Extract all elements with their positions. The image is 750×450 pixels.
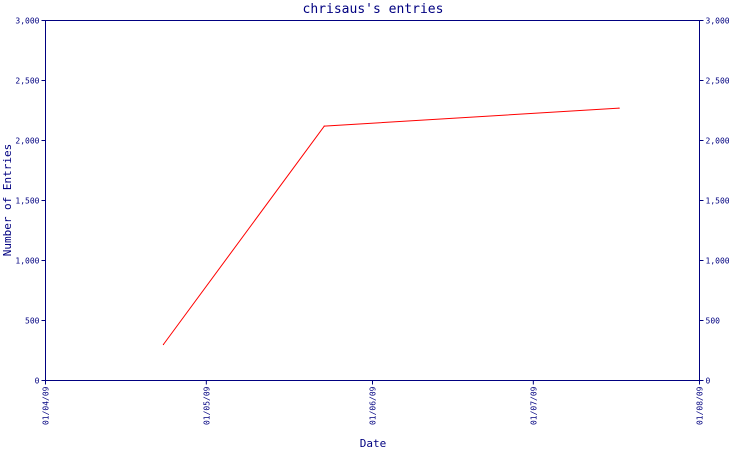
left-y-axis-ticks: 0 500 1,000 1,500 2,000 2,500 3,000 [15, 17, 46, 386]
entries-data-point [618, 107, 620, 109]
x-tick-label: 01/06/09 [369, 386, 378, 425]
right-y-tick-label: 1,000 [706, 257, 730, 266]
y-axis-label: Number of Entries [1, 144, 14, 257]
x-tick-label: 01/05/09 [202, 386, 211, 425]
left-y-tick-label: 3,000 [15, 17, 39, 26]
right-y-tick-label: 1,500 [706, 197, 730, 206]
right-y-tick-label: 2,000 [706, 137, 730, 146]
right-y-tick-label: 500 [706, 317, 721, 326]
x-axis-label: Date [360, 437, 387, 450]
left-y-tick-label: 1,000 [15, 257, 39, 266]
right-y-axis-ticks: 0 500 1,000 1,500 2,000 2,500 3,000 [699, 17, 730, 386]
x-tick-label: 01/08/09 [696, 386, 705, 425]
right-y-tick-label: 2,500 [706, 77, 730, 86]
left-y-tick-label: 2,500 [15, 77, 39, 86]
left-y-tick-label: 500 [25, 317, 40, 326]
series-group [162, 107, 620, 346]
x-axis-ticks: 01/04/09 01/05/09 01/06/09 01/07/09 01/08/09 [42, 380, 705, 425]
entries-data-point [162, 343, 165, 346]
left-y-tick-label: 2,000 [15, 137, 39, 146]
x-tick-label: 01/04/09 [42, 386, 51, 425]
left-y-tick-label: 0 [35, 377, 40, 386]
entries-data-point [323, 125, 325, 127]
chart-title: chrisaus's entries [303, 2, 444, 17]
right-y-tick-label: 0 [706, 377, 711, 386]
right-y-tick-label: 3,000 [706, 17, 730, 26]
left-y-tick-label: 1,500 [15, 197, 39, 206]
x-tick-label: 01/07/09 [529, 386, 538, 425]
